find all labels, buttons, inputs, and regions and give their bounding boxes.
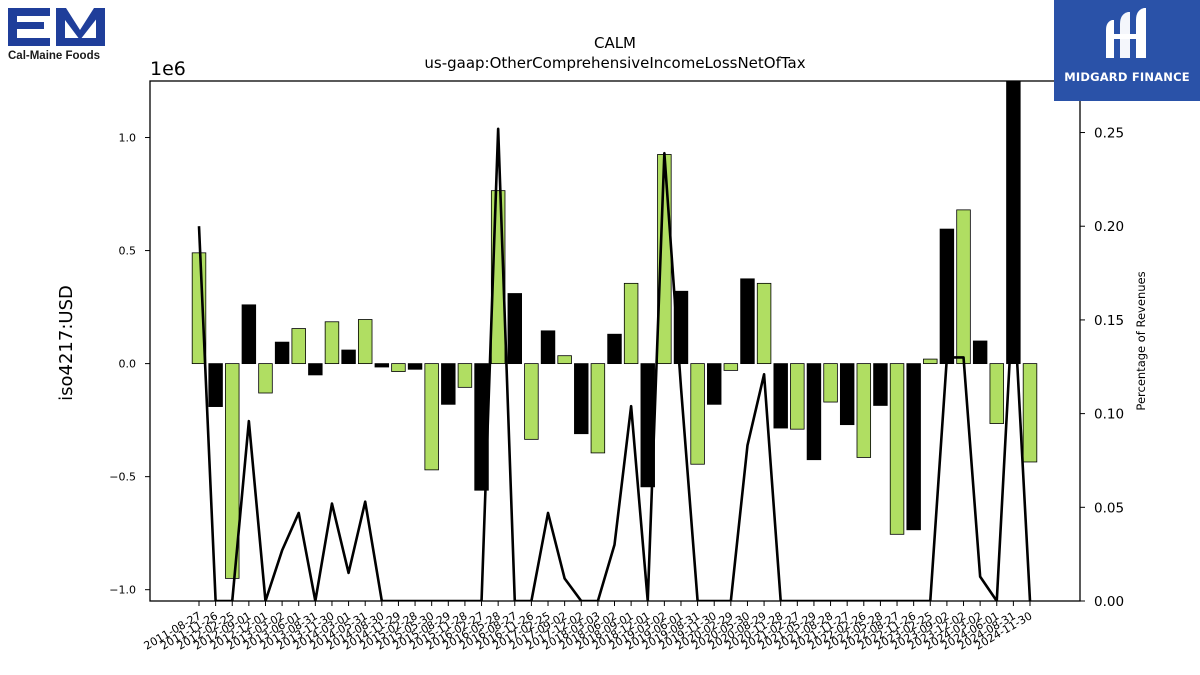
bar	[308, 363, 323, 376]
bar	[291, 328, 306, 365]
bar	[557, 355, 572, 365]
bar	[441, 363, 456, 405]
midgard-wordmark: MIDGARD FINANCE	[1064, 70, 1190, 84]
bar	[607, 333, 622, 365]
y2-tick-label: 0.05	[1094, 500, 1124, 516]
bar	[590, 363, 606, 454]
bar	[956, 209, 971, 365]
y-tick-label: 1.0	[119, 132, 137, 145]
y2-tick-label: 0.25	[1094, 126, 1124, 142]
bar	[690, 363, 705, 465]
bar	[341, 349, 356, 365]
bar-series	[191, 81, 1038, 579]
bar	[839, 363, 855, 426]
bar	[806, 363, 822, 461]
bar	[524, 363, 539, 440]
bar	[856, 363, 872, 458]
bar	[623, 282, 639, 365]
bar	[391, 363, 406, 372]
chart-title: CALM	[594, 34, 636, 52]
bar	[507, 293, 523, 365]
y-axis-label: iso4217:USD	[56, 285, 77, 401]
line-series	[197, 127, 1032, 601]
bar	[424, 363, 439, 471]
bar	[1022, 363, 1038, 463]
cm-logo-mark	[8, 8, 105, 46]
bar	[258, 363, 273, 394]
y2-axis-label: Percentage of Revenues	[1134, 271, 1148, 410]
bar	[374, 363, 390, 368]
bar	[790, 363, 805, 430]
bar	[889, 363, 905, 535]
bar	[357, 319, 373, 365]
bar	[574, 363, 589, 435]
bar	[906, 363, 921, 531]
bar	[823, 363, 838, 403]
midgard-logo-mark	[1106, 8, 1146, 58]
bar	[274, 341, 290, 365]
bar	[1006, 81, 1021, 365]
bar	[723, 363, 739, 371]
bar	[740, 278, 755, 365]
y-tick-label: −0.5	[109, 471, 136, 484]
y2-tick-label: 0.20	[1094, 219, 1124, 235]
percentage-line	[197, 127, 1032, 601]
bar	[989, 363, 1004, 424]
bar	[707, 363, 722, 405]
bar	[208, 363, 223, 407]
bar	[407, 363, 423, 370]
bar	[773, 363, 788, 429]
y-tick-label: 0.5	[119, 245, 137, 258]
y-tick-label: −1.0	[109, 584, 136, 597]
bar	[324, 321, 340, 365]
bar	[873, 363, 888, 406]
bar	[756, 282, 772, 365]
y2-tick-label: 0.00	[1094, 594, 1124, 610]
cal-maine-logo: Cal-Maine Foods	[8, 6, 108, 66]
y-scale-label: 1e6	[150, 58, 186, 80]
bar	[939, 228, 955, 365]
bar	[241, 304, 257, 365]
y2-tick-label: 0.15	[1094, 313, 1124, 329]
bar	[923, 358, 938, 365]
y2-tick-label: 0.10	[1094, 407, 1124, 423]
chart-subtitle: us-gaap:OtherComprehensiveIncomeLossNetO…	[424, 54, 805, 72]
y-tick-label: 0.0	[119, 358, 137, 371]
cal-maine-wordmark: Cal-Maine Foods	[8, 50, 101, 62]
midgard-finance-logo: MIDGARD FINANCE	[1054, 0, 1200, 101]
bar	[457, 363, 473, 388]
bar	[540, 330, 556, 365]
axes: 1.0 0.5 0.0 −0.5 −1.0 0.25 0.20 0.15 0.10 0.05 0.0…	[109, 80, 1124, 653]
bar	[225, 363, 240, 579]
bar	[972, 340, 988, 365]
